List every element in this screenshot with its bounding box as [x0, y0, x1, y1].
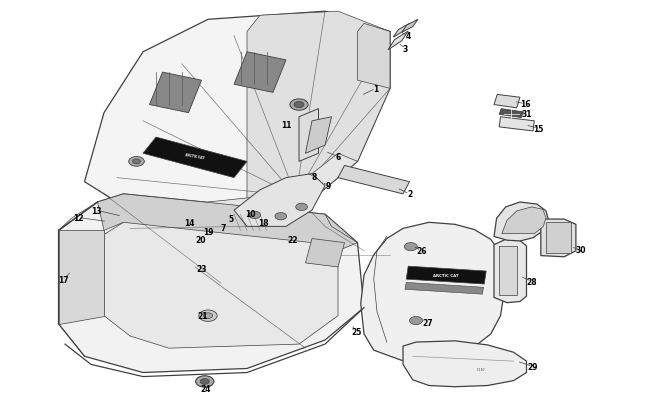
Polygon shape — [499, 117, 534, 132]
Circle shape — [410, 317, 422, 325]
Polygon shape — [546, 223, 571, 253]
Polygon shape — [388, 32, 408, 51]
Text: 15: 15 — [533, 124, 543, 133]
Circle shape — [133, 160, 140, 164]
Text: 24: 24 — [200, 384, 211, 393]
Polygon shape — [58, 231, 104, 324]
Polygon shape — [494, 240, 526, 303]
Polygon shape — [494, 95, 520, 109]
Text: 13: 13 — [91, 206, 101, 215]
Text: 10: 10 — [245, 209, 255, 218]
Polygon shape — [499, 246, 517, 295]
Text: 1: 1 — [373, 85, 378, 94]
Text: 19: 19 — [203, 227, 213, 236]
Polygon shape — [402, 20, 418, 33]
Polygon shape — [502, 207, 546, 234]
Polygon shape — [299, 109, 318, 162]
Text: 29: 29 — [528, 362, 538, 371]
Text: 5: 5 — [229, 214, 234, 223]
Text: 2: 2 — [407, 190, 412, 199]
Text: 31: 31 — [521, 110, 532, 119]
Circle shape — [199, 310, 217, 322]
Text: 25: 25 — [351, 327, 361, 336]
Polygon shape — [338, 166, 410, 194]
Polygon shape — [98, 194, 358, 251]
Text: 22: 22 — [287, 235, 298, 244]
Polygon shape — [405, 283, 484, 294]
Circle shape — [275, 213, 287, 220]
Text: 6: 6 — [335, 153, 341, 162]
Text: 4: 4 — [406, 32, 411, 41]
Text: ARCTIC CAT: ARCTIC CAT — [433, 273, 459, 277]
Text: 9: 9 — [326, 182, 331, 191]
Polygon shape — [104, 215, 338, 348]
Polygon shape — [208, 154, 358, 219]
Circle shape — [196, 376, 214, 387]
Polygon shape — [541, 220, 576, 257]
Polygon shape — [306, 117, 332, 154]
Text: 23: 23 — [196, 265, 207, 274]
Polygon shape — [306, 239, 345, 267]
Text: 16: 16 — [520, 100, 530, 109]
Polygon shape — [403, 341, 526, 387]
Polygon shape — [58, 194, 364, 373]
Text: 8: 8 — [312, 173, 317, 182]
Text: 21: 21 — [198, 311, 208, 320]
Polygon shape — [494, 202, 549, 241]
Polygon shape — [234, 53, 286, 93]
Text: 3: 3 — [403, 45, 408, 54]
Text: ARCTIC CAT: ARCTIC CAT — [185, 152, 205, 160]
Text: 20: 20 — [195, 235, 205, 244]
Polygon shape — [406, 266, 486, 284]
Text: 30: 30 — [575, 246, 586, 255]
Circle shape — [203, 313, 213, 319]
Circle shape — [290, 100, 308, 111]
Text: F·150: F·150 — [477, 367, 485, 371]
Circle shape — [249, 212, 261, 219]
Text: 26: 26 — [416, 247, 426, 256]
Text: 12: 12 — [73, 213, 83, 222]
Text: 18: 18 — [258, 219, 268, 228]
Circle shape — [296, 204, 307, 211]
Circle shape — [129, 157, 144, 167]
Text: 27: 27 — [422, 318, 433, 327]
Polygon shape — [234, 174, 325, 227]
Polygon shape — [84, 12, 390, 219]
Polygon shape — [150, 73, 202, 113]
Text: 17: 17 — [58, 275, 69, 284]
Polygon shape — [358, 24, 390, 89]
Circle shape — [294, 102, 304, 109]
Polygon shape — [361, 223, 507, 360]
Text: 7: 7 — [221, 224, 226, 232]
Polygon shape — [393, 24, 410, 38]
Circle shape — [200, 379, 209, 384]
Text: 14: 14 — [185, 218, 195, 227]
Text: 28: 28 — [526, 277, 537, 286]
Polygon shape — [143, 138, 247, 178]
Polygon shape — [499, 109, 523, 118]
Circle shape — [404, 243, 417, 251]
Text: 11: 11 — [281, 121, 291, 130]
Polygon shape — [247, 12, 390, 211]
